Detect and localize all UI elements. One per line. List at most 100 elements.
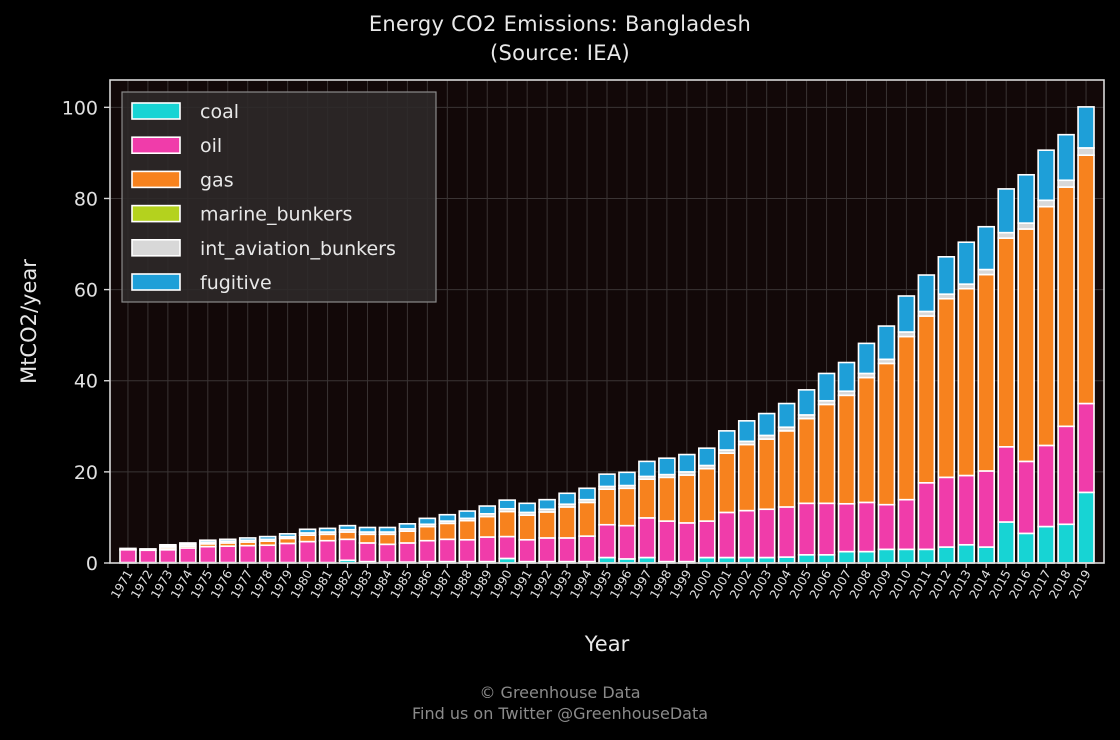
bar-oil-2008: [857, 501, 876, 553]
legend-label-fugitive: fugitive: [200, 272, 272, 294]
bar-oil-2007: [837, 502, 856, 553]
bar-fugitive-1989: [478, 505, 497, 515]
chart-title: Energy CO2 Emissions: Bangladesh: [368, 12, 752, 36]
bar-fugitive-1992: [538, 498, 556, 511]
bar-fugitive-1990: [498, 499, 516, 510]
bar-oil-1990: [498, 535, 516, 560]
bar-gas-2006: [817, 403, 836, 505]
bar-gas-1998: [658, 476, 676, 522]
bar-coal-2002: [737, 556, 756, 564]
bar-gas-2007: [837, 394, 856, 505]
bar-fugitive-2006: [817, 372, 836, 402]
bar-coal-2010: [897, 548, 916, 564]
bar-gas-2005: [797, 417, 816, 505]
bar-fugitive-1996: [618, 471, 636, 487]
bar-gas-2001: [717, 452, 736, 514]
bar-oil-1994: [578, 535, 596, 563]
bar-gas-1993: [558, 506, 576, 539]
bar-fugitive-2012: [937, 255, 956, 295]
bar-oil-1977: [238, 544, 257, 564]
y-tick-label: 60: [74, 280, 98, 302]
bar-oil-1980: [298, 540, 317, 564]
bar-oil-2018: [1057, 425, 1075, 526]
bar-gas-1989: [478, 515, 497, 538]
bar-fugitive-2008: [857, 342, 876, 375]
bar-oil-2006: [817, 502, 836, 556]
bar-oil-2014: [977, 470, 996, 548]
bar-oil-1996: [618, 524, 636, 560]
bar-fugitive-2014: [977, 225, 996, 271]
y-tick-label: 80: [74, 188, 98, 210]
bar-fugitive-2007: [837, 361, 856, 393]
legend-swatch-oil: [131, 136, 181, 154]
bar-fugitive-1980: [298, 528, 317, 534]
bar-gas-2009: [877, 362, 896, 506]
bar-int_aviation_bunkers-1972: [139, 548, 157, 552]
bar-gas-2017: [1037, 205, 1055, 447]
bar-oil-1997: [638, 517, 656, 559]
bar-fugitive-1984: [378, 526, 397, 533]
bar-gas-2002: [737, 443, 756, 512]
bar-fugitive-1973: [159, 543, 177, 547]
bar-fugitive-1991: [518, 502, 536, 514]
bar-coal-2001: [717, 556, 736, 564]
bar-coal-2018: [1057, 523, 1075, 564]
bar-oil-1998: [658, 520, 676, 563]
bar-oil-2015: [997, 446, 1015, 523]
legend-label-int_aviation_bunkers: int_aviation_bunkers: [200, 238, 396, 260]
bar-fugitive-2011: [917, 274, 936, 313]
legend-swatch-int_aviation_bunkers: [131, 239, 181, 257]
bar-coal-2006: [817, 553, 836, 564]
bar-oil-1999: [678, 522, 696, 563]
footer-twitter: Find us on Twitter @GreenhouseData: [411, 704, 709, 723]
bar-oil-1991: [518, 538, 536, 563]
bar-oil-1974: [179, 547, 197, 564]
bar-fugitive-1985: [398, 523, 417, 530]
bar-oil-2005: [797, 502, 816, 556]
bar-gas-1987: [438, 522, 457, 541]
bar-fugitive-1994: [578, 487, 596, 501]
bar-fugitive-1977: [238, 537, 257, 542]
bar-gas-1997: [638, 478, 656, 519]
bar-fugitive-1979: [278, 533, 297, 538]
bar-oil-2002: [737, 509, 756, 559]
bar-fugitive-1986: [418, 517, 437, 526]
bar-int_aviation_bunkers-2017: [1037, 199, 1055, 208]
bar-oil-1978: [258, 544, 277, 564]
bar-gas-2011: [917, 315, 936, 484]
bar-oil-2009: [877, 503, 896, 551]
bar-fugitive-1987: [438, 513, 457, 522]
bar-fugitive-1981: [318, 527, 337, 533]
bar-oil-1985: [398, 542, 417, 563]
bar-oil-1982: [338, 538, 357, 562]
bar-coal-2003: [757, 556, 776, 564]
bar-fugitive-1988: [458, 510, 477, 520]
bar-oil-2013: [957, 474, 976, 546]
y-axis-label: MtCO2/year: [17, 259, 41, 384]
bar-int_aviation_bunkers-1971: [119, 547, 137, 551]
bar-gas-1986: [418, 525, 437, 542]
bar-gas-2013: [957, 287, 976, 477]
y-tick-label: 0: [86, 553, 98, 575]
bar-oil-1989: [478, 536, 497, 563]
bar-gas-2004: [777, 430, 796, 508]
bar-fugitive-2003: [757, 412, 776, 437]
bar-fugitive-1997: [638, 460, 656, 478]
bar-oil-1976: [218, 545, 237, 564]
bar-oil-1971: [119, 548, 137, 564]
bar-gas-1999: [678, 474, 696, 524]
bar-oil-1988: [458, 538, 477, 563]
chart-subtitle: (Source: IEA): [490, 41, 630, 65]
bar-gas-2016: [1017, 228, 1035, 463]
bar-oil-1995: [598, 523, 616, 559]
bar-gas-2008: [857, 376, 876, 504]
bar-int_aviation_bunkers-2016: [1017, 222, 1035, 230]
bar-fugitive-1995: [598, 473, 616, 488]
bar-coal-2004: [777, 556, 796, 564]
legend-label-oil: oil: [200, 135, 222, 157]
bar-fugitive-2004: [777, 402, 796, 429]
legend-label-gas: gas: [200, 169, 234, 191]
bar-coal-2011: [917, 548, 936, 564]
bar-gas-1988: [458, 519, 477, 541]
